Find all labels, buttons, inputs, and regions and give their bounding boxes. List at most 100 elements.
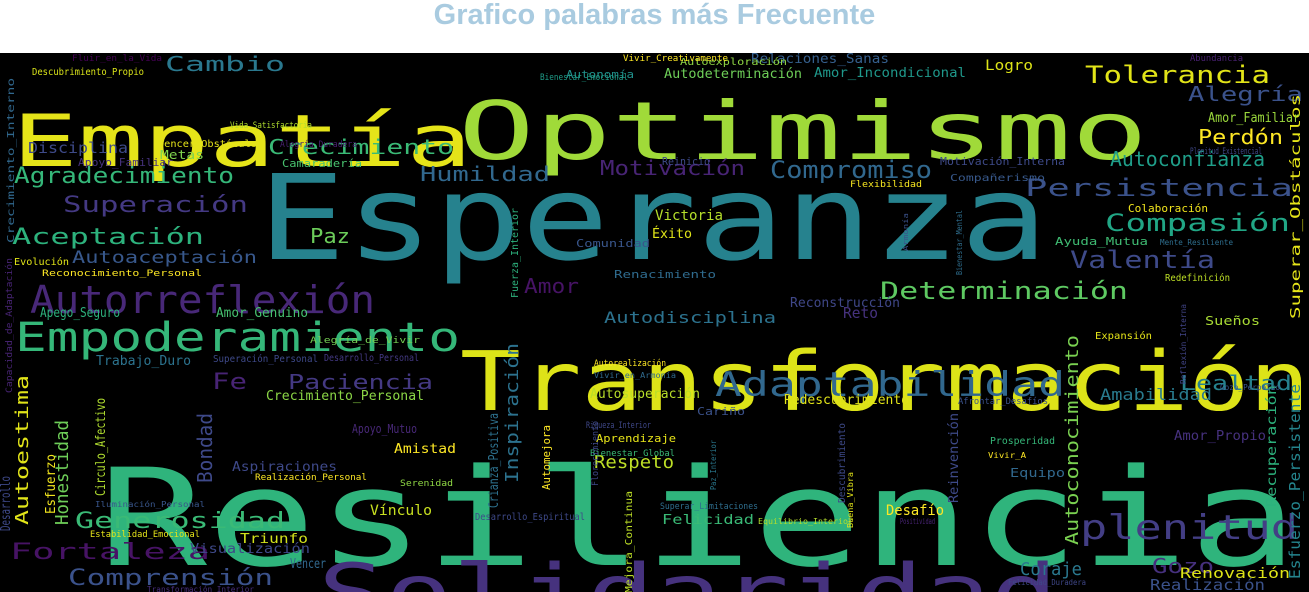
cloud-word: Autoconocimiento <box>1062 335 1083 545</box>
cloud-word: Fuerza_Interior <box>510 208 521 298</box>
cloud-word: Fluir_en_la_Vida <box>72 54 162 64</box>
cloud-word: Afrontar_Desafíos <box>958 397 1048 407</box>
cloud-word: Valentía <box>1070 246 1215 274</box>
cloud-word: Gozo_Perpetuo <box>1220 383 1280 392</box>
cloud-word: Equilibrio_Interior <box>758 517 853 526</box>
cloud-word: Paciencia <box>288 370 433 394</box>
cloud-word: Felicidad <box>662 513 754 528</box>
cloud-word: Honestidad <box>52 420 73 525</box>
cloud-word: Desarrollo_Personal <box>324 353 419 364</box>
cloud-word: Realización_Personal <box>255 472 367 483</box>
cloud-word: Autorealización <box>594 358 666 369</box>
cloud-word: Esfuerzo_Persistente <box>1286 384 1304 579</box>
cloud-word: Automejora <box>540 425 553 490</box>
cloud-word: Renovación <box>1180 566 1290 582</box>
cloud-word: Reconocimiento_Personal <box>42 269 202 279</box>
cloud-word: Éxito <box>652 226 692 242</box>
cloud-word: Adaptabilidad <box>715 365 1065 405</box>
cloud-word: Amistad <box>394 442 456 457</box>
cloud-word: Crianza_Positiva <box>487 413 502 508</box>
chart-title: Grafico palabras más Frecuente <box>433 0 876 31</box>
cloud-word: Autosuperación <box>590 387 700 402</box>
cloud-word: Cambio <box>165 53 285 76</box>
cloud-word: Cariño <box>697 405 745 418</box>
cloud-word: Paz_Interior <box>709 440 718 490</box>
cloud-word: Triunfo <box>240 532 308 547</box>
cloud-word: Recuperación <box>1265 385 1280 507</box>
cloud-word: Circulo_Afectivo <box>94 398 109 496</box>
cloud-word: Reto <box>843 304 878 322</box>
cloud-word: Motivación_Interna <box>940 155 1065 168</box>
cloud-word: Desarrollo_Espiritual <box>475 512 585 523</box>
cloud-word: Vencer_Obstáculos <box>158 138 263 150</box>
cloud-word: Reinvención <box>947 413 962 503</box>
cloud-word: Empoderamiento <box>15 315 460 361</box>
cloud-word: Amor <box>524 274 579 298</box>
cloud-word: Alegría_de_Vivir <box>310 336 421 346</box>
cloud-word: Buena_Vibra <box>846 472 855 528</box>
cloud-word: Reinicio <box>662 155 710 168</box>
cloud-word: Superar_Limitaciones <box>660 502 758 512</box>
cloud-word: Esperanza <box>258 149 1048 287</box>
cloud-word: Expansión <box>1095 330 1152 342</box>
cloud-word: Flexibilidad <box>850 180 922 190</box>
cloud-word: Logro <box>985 58 1033 74</box>
cloud-word: Perdón <box>1198 125 1283 149</box>
cloud-word: Generosidad <box>75 509 285 534</box>
cloud-word: Transformación_Interior <box>147 584 254 592</box>
cloud-word: Amor_Familiar <box>1208 111 1300 126</box>
cloud-background <box>0 53 1309 592</box>
cloud-word: Positividad <box>900 517 935 526</box>
cloud-word: Equipo <box>1010 466 1065 480</box>
cloud-word: Superación <box>63 193 248 218</box>
cloud-word: Abundancia <box>1190 54 1243 64</box>
cloud-word: Mejora_Continua <box>624 491 635 592</box>
cloud-word: Reconstrucción <box>790 296 900 311</box>
cloud-word: Autorreflexión <box>30 278 375 322</box>
cloud-word: Agradecimiento <box>14 164 234 189</box>
cloud-word: Amor_Propio <box>1174 429 1266 444</box>
cloud-word: Gozo <box>1152 554 1214 578</box>
cloud-word: Autoexploración <box>680 56 787 68</box>
cloud-word: Superar_Obstáculos <box>1289 94 1304 319</box>
cloud-word: Camaradería <box>282 157 362 170</box>
cloud-word: Solidaridad <box>318 549 1058 592</box>
cloud-word: Riqueza_Interior <box>586 421 651 431</box>
cloud-word: Aprendizaje <box>596 432 676 445</box>
cloud-word: Sueños <box>1205 314 1260 328</box>
cloud-word: Autoconfianza <box>1110 147 1265 171</box>
cloud-word: Vínculo <box>370 503 432 519</box>
cloud-word: Paz <box>310 224 350 248</box>
cloud-word: Amabilidad <box>1100 385 1212 404</box>
cloud-word: Fortaleza <box>10 540 210 565</box>
cloud-word: Motivación <box>600 156 745 180</box>
cloud-word: Renacimiento <box>614 268 716 281</box>
cloud-word: Prosperidad <box>990 436 1055 447</box>
cloud-word: Comunidad <box>576 237 650 250</box>
cloud-word: Compasión <box>1105 209 1290 237</box>
cloud-word: Desarrollo <box>0 476 14 531</box>
cloud-word: Determinación <box>880 277 1128 305</box>
cloud-word: Descubrimiento_Propio <box>32 67 144 78</box>
cloud-word: Vencer <box>290 557 326 572</box>
cloud-word: Empatía <box>12 99 472 183</box>
cloud-word: Mente_Resiliente <box>1160 238 1233 247</box>
cloud-word: Colaboración <box>1128 202 1208 215</box>
cloud-word: Apoyo_Mutuo <box>352 422 417 436</box>
cloud-word: Vivir_Creativamente <box>623 54 728 64</box>
cloud-word: Comprensión <box>68 566 273 591</box>
cloud-word: Plenitud_Existencial <box>1190 147 1262 157</box>
cloud-word: Lealtad <box>1180 371 1292 395</box>
cloud-word: Reflexión_Interna <box>1178 304 1188 384</box>
cloud-word: Descubrimiento <box>837 423 848 503</box>
cloud-word: Coraje <box>1020 559 1082 580</box>
cloud-word: Victoria <box>655 208 723 224</box>
cloud-word: Ayuda_Mutua <box>1055 235 1148 248</box>
cloud-word: Persistencia <box>1025 174 1293 202</box>
cloud-word: Fe <box>212 370 247 395</box>
cloud-word: Felicidad_Duradera <box>1008 578 1086 587</box>
cloud-word: Compañerismo <box>950 173 1045 184</box>
cloud-word: Disciplina <box>28 139 128 157</box>
cloud-word: Optimismo <box>458 85 1148 178</box>
